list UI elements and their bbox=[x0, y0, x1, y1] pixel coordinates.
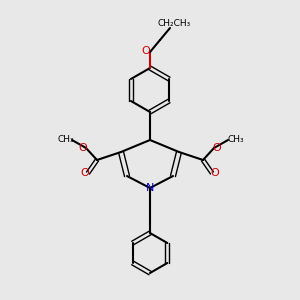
Text: CH₃: CH₃ bbox=[58, 136, 74, 145]
Text: CH₃: CH₃ bbox=[228, 136, 244, 145]
Text: O: O bbox=[81, 168, 89, 178]
Text: O: O bbox=[213, 143, 221, 153]
Text: O: O bbox=[142, 46, 150, 56]
Text: O: O bbox=[79, 143, 87, 153]
Text: CH₂CH₃: CH₂CH₃ bbox=[158, 20, 190, 28]
Text: N: N bbox=[146, 183, 154, 193]
Text: O: O bbox=[211, 168, 219, 178]
